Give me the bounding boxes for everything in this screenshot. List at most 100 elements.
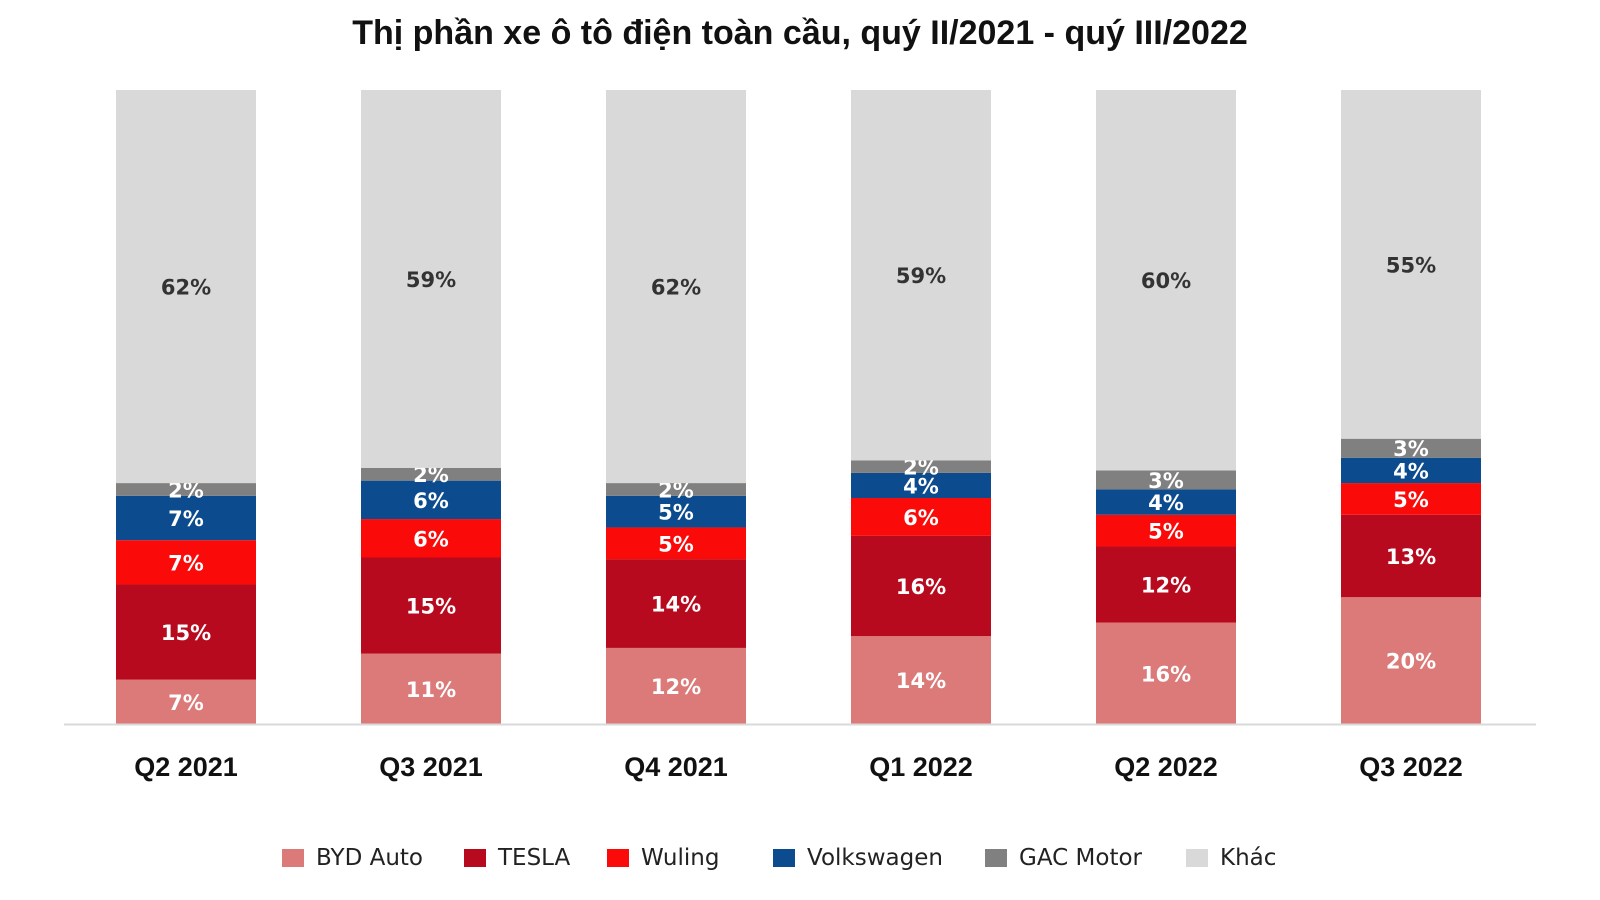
legend-item: Khác — [1186, 838, 1276, 878]
bar-segment — [606, 90, 746, 484]
legend-label: TESLA — [498, 845, 571, 871]
bar-segment — [361, 653, 501, 724]
data-label: 3% — [1148, 469, 1184, 493]
data-label: 5% — [1393, 488, 1429, 512]
bar-segment — [1096, 489, 1236, 515]
data-label: 4% — [1148, 491, 1184, 515]
bar-segment — [361, 557, 501, 654]
legend-item: Wuling — [607, 838, 719, 878]
data-label: 15% — [161, 621, 211, 645]
data-label: 62% — [651, 276, 701, 300]
data-label: 4% — [903, 474, 939, 498]
bar-stack: 12%14%5%5%2%62% — [606, 90, 746, 724]
data-label: 16% — [896, 575, 946, 599]
legend-label: Khác — [1220, 845, 1277, 871]
bar-segment — [1341, 457, 1481, 484]
x-tick-label: Q2 2022 — [1114, 752, 1218, 782]
bar-segment — [606, 495, 746, 528]
bar-segment — [361, 90, 501, 468]
data-label: 5% — [658, 532, 694, 556]
data-label: 55% — [1386, 253, 1436, 277]
data-label: 60% — [1141, 269, 1191, 293]
bar-segment — [1096, 546, 1236, 623]
bar-segment — [1096, 470, 1236, 490]
data-label: 6% — [413, 489, 449, 513]
bar-segment — [1341, 483, 1481, 515]
legend-swatch — [985, 849, 1007, 867]
data-label: 5% — [1148, 520, 1184, 544]
bar-segment — [1341, 514, 1481, 598]
bar-stack: 20% 13% 5% 4%3% 55% — [1341, 90, 1481, 724]
data-label: 12% — [651, 675, 701, 699]
data-label: 14% — [651, 593, 701, 617]
x-tick-label: Q1 2022 — [869, 752, 973, 782]
data-label: 59% — [896, 264, 946, 288]
bar-stack: 11%15%6%6%2%59% — [361, 90, 501, 724]
legend-item: TESLA — [464, 838, 570, 878]
bar-segment — [1096, 514, 1236, 547]
data-label: 62% — [161, 276, 211, 300]
bar-segment — [1096, 622, 1236, 724]
data-label: 4% — [1393, 459, 1429, 483]
legend-item: GAC Motor — [985, 838, 1142, 878]
data-label: 7% — [168, 507, 204, 531]
x-tick-label: Q2 2021 — [134, 752, 238, 782]
bar-segment — [851, 460, 991, 473]
x-tick-label: Q4 2021 — [624, 752, 728, 782]
bar-stack: 16% 12% 5% 4%3% 60% — [1096, 90, 1236, 724]
bar-segment — [1341, 90, 1481, 439]
data-label: 7% — [168, 691, 204, 715]
bar-segment — [116, 679, 256, 724]
legend-label: Wuling — [641, 845, 720, 871]
bar-segment — [851, 636, 991, 724]
data-label: 11% — [406, 678, 456, 702]
data-label: 6% — [903, 506, 939, 530]
bar-segment — [1341, 438, 1481, 458]
chart-legend: BYD Auto TESLA Wuling Volkswagen GAC Motor Kh… — [0, 838, 1600, 878]
bar-segment — [1096, 90, 1236, 471]
legend-label: GAC Motor — [1019, 845, 1142, 871]
legend-item: BYD Auto — [282, 838, 423, 878]
data-label: 5% — [658, 501, 694, 525]
data-label: 14% — [896, 669, 946, 693]
data-label: 12% — [1141, 574, 1191, 598]
bar-stack: 14%16%6%4%2%59% — [851, 90, 991, 724]
legend-swatch — [282, 849, 304, 867]
data-label: 13% — [1386, 545, 1436, 569]
bar-segment — [361, 467, 501, 481]
legend-item: Volkswagen — [773, 838, 943, 878]
bar-segment — [851, 472, 991, 499]
bar-segment — [1341, 597, 1481, 724]
bar-segment — [606, 527, 746, 560]
data-label: 6% — [413, 527, 449, 551]
bar-segment — [361, 519, 501, 558]
legend-swatch — [773, 849, 795, 867]
bar-segment — [116, 584, 256, 680]
data-label: 16% — [1141, 662, 1191, 686]
bar-segment — [606, 559, 746, 648]
data-label: 7% — [168, 551, 204, 575]
bar-stack: 7%15%7%7%2%62% — [116, 90, 256, 724]
bar-segment — [851, 90, 991, 461]
bar-segment — [606, 647, 746, 724]
legend-label: BYD Auto — [316, 845, 423, 871]
data-label: 15% — [406, 595, 456, 619]
legend-label: Volkswagen — [807, 845, 943, 871]
legend-swatch — [1186, 849, 1208, 867]
chart-title: Thị phần xe ô tô điện toàn cầu, quý II/2… — [352, 14, 1248, 52]
bar-segment — [851, 498, 991, 536]
x-tick-label: Q3 2021 — [379, 752, 483, 782]
bar-segment — [116, 540, 256, 585]
bar-segment — [851, 535, 991, 637]
data-label: 3% — [1393, 437, 1429, 461]
x-tick-label: Q3 2022 — [1359, 752, 1463, 782]
bar-segment — [116, 495, 256, 541]
bar-segment — [116, 90, 256, 484]
bar-segment — [116, 483, 256, 496]
bar-segment — [361, 480, 501, 520]
legend-swatch — [464, 849, 486, 867]
bar-segment — [606, 483, 746, 496]
data-label: 59% — [406, 268, 456, 292]
data-label: 20% — [1386, 650, 1436, 674]
